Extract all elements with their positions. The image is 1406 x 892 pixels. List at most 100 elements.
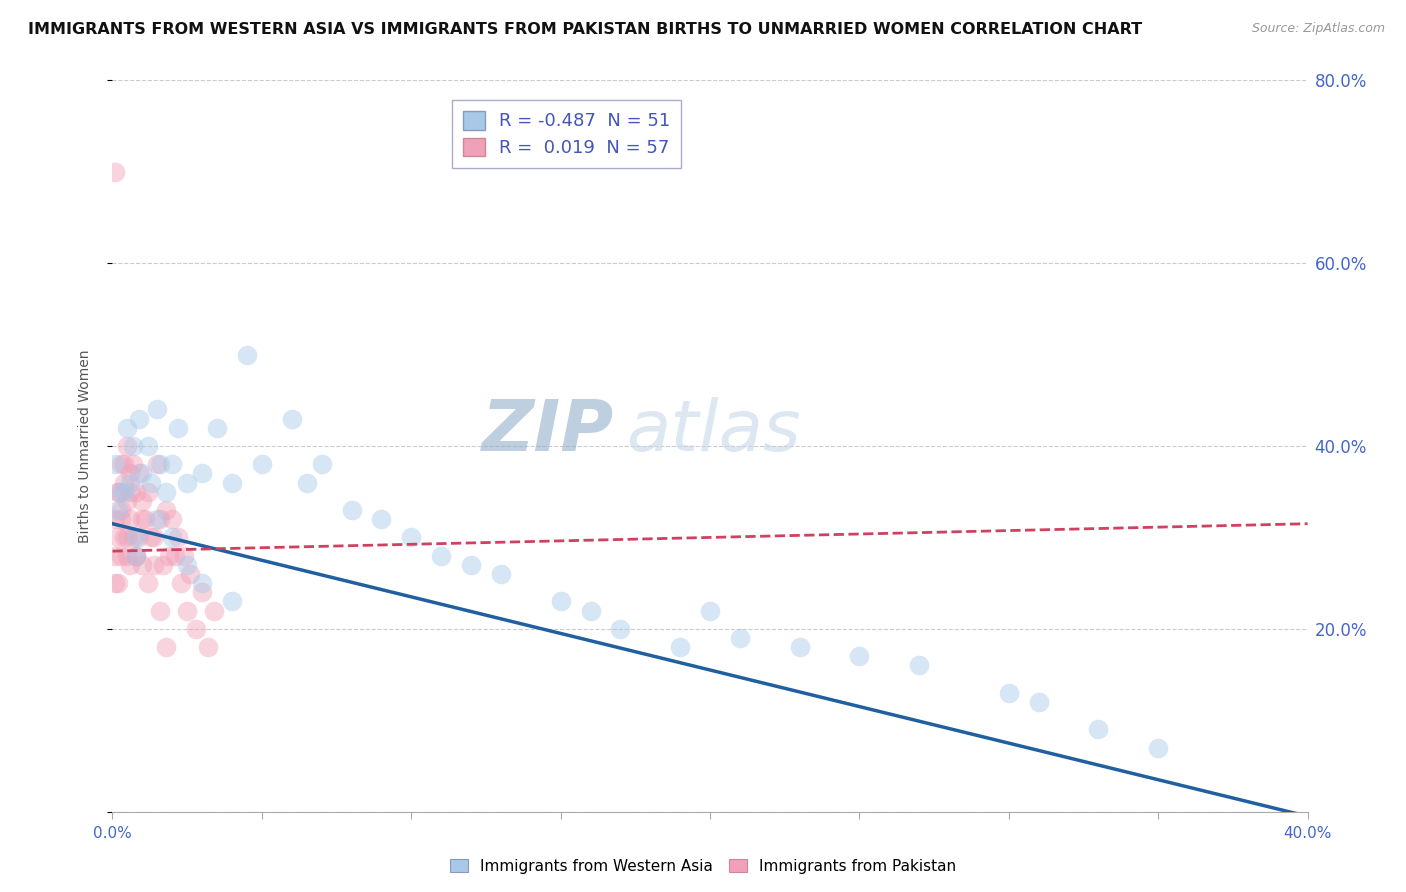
Point [104,164,127,178]
Text: atlas: atlas [627,397,801,466]
Point [104,549,127,563]
Point [669,640,692,655]
Point [550,594,572,608]
Point [125,530,148,544]
Text: ZIP: ZIP [482,397,614,466]
Point [170,576,193,591]
Point [141,530,163,544]
Point [134,512,156,526]
Point [107,503,129,517]
Point [125,549,148,563]
Point [728,631,751,645]
Point [1147,740,1170,755]
Point [143,530,166,544]
Point [205,421,228,435]
Point [311,457,333,471]
Point [155,640,177,655]
Point [165,549,187,563]
Point [152,558,174,572]
Point [117,530,139,544]
Point [125,549,148,563]
Point [162,512,183,526]
Point [167,421,190,435]
Point [107,484,129,499]
Point [221,475,243,490]
Point [120,558,142,572]
Point [138,439,160,453]
Point [122,439,145,453]
Point [146,402,169,417]
Point [149,457,172,471]
Text: IMMIGRANTS FROM WESTERN ASIA VS IMMIGRANTS FROM PAKISTAN BIRTHS TO UNMARRIED WOM: IMMIGRANTS FROM WESTERN ASIA VS IMMIGRAN… [28,22,1142,37]
Point [122,530,145,544]
Point [120,484,142,499]
Point [191,576,214,591]
Point [107,530,129,544]
Point [157,549,180,563]
Point [998,686,1021,700]
Point [104,457,127,471]
Point [117,494,139,508]
Point [340,503,363,517]
Point [699,603,721,617]
Y-axis label: Births to Unmarried Women: Births to Unmarried Women [77,350,91,542]
Point [117,439,139,453]
Point [104,512,127,526]
Point [155,503,177,517]
Point [176,558,198,572]
Point [143,558,166,572]
Point [110,457,132,471]
Point [114,484,135,499]
Point [125,549,148,563]
Point [908,658,931,673]
Point [131,467,153,481]
Point [155,484,177,499]
Point [131,512,153,526]
Point [117,421,139,435]
Point [173,549,195,563]
Point [221,594,243,608]
Point [186,622,208,636]
Point [197,640,219,655]
Point [110,512,132,526]
Point [131,494,153,508]
Legend: Immigrants from Western Asia, Immigrants from Pakistan: Immigrants from Western Asia, Immigrants… [444,853,962,880]
Point [162,457,183,471]
Point [430,549,453,563]
Point [167,530,190,544]
Point [122,457,145,471]
Legend: R = -0.487  N = 51, R =  0.019  N = 57: R = -0.487 N = 51, R = 0.019 N = 57 [453,100,681,168]
Point [789,640,811,655]
Point [128,411,150,425]
Point [149,603,172,617]
Point [179,567,201,582]
Point [250,457,273,471]
Point [138,576,160,591]
Point [110,484,132,499]
Point [370,512,392,526]
Point [176,603,198,617]
Point [202,603,225,617]
Point [107,484,129,499]
Point [146,512,169,526]
Point [489,567,512,582]
Point [176,475,198,490]
Point [120,512,142,526]
Point [114,475,135,490]
Point [131,558,153,572]
Point [848,649,870,664]
Point [281,411,304,425]
Point [128,530,150,544]
Point [579,603,602,617]
Point [1028,695,1050,709]
Point [146,457,169,471]
Point [401,530,423,544]
Point [1087,723,1109,737]
Point [107,576,129,591]
Point [295,475,318,490]
Point [114,457,135,471]
Point [110,503,132,517]
Point [120,475,142,490]
Point [162,530,183,544]
Point [104,576,127,591]
